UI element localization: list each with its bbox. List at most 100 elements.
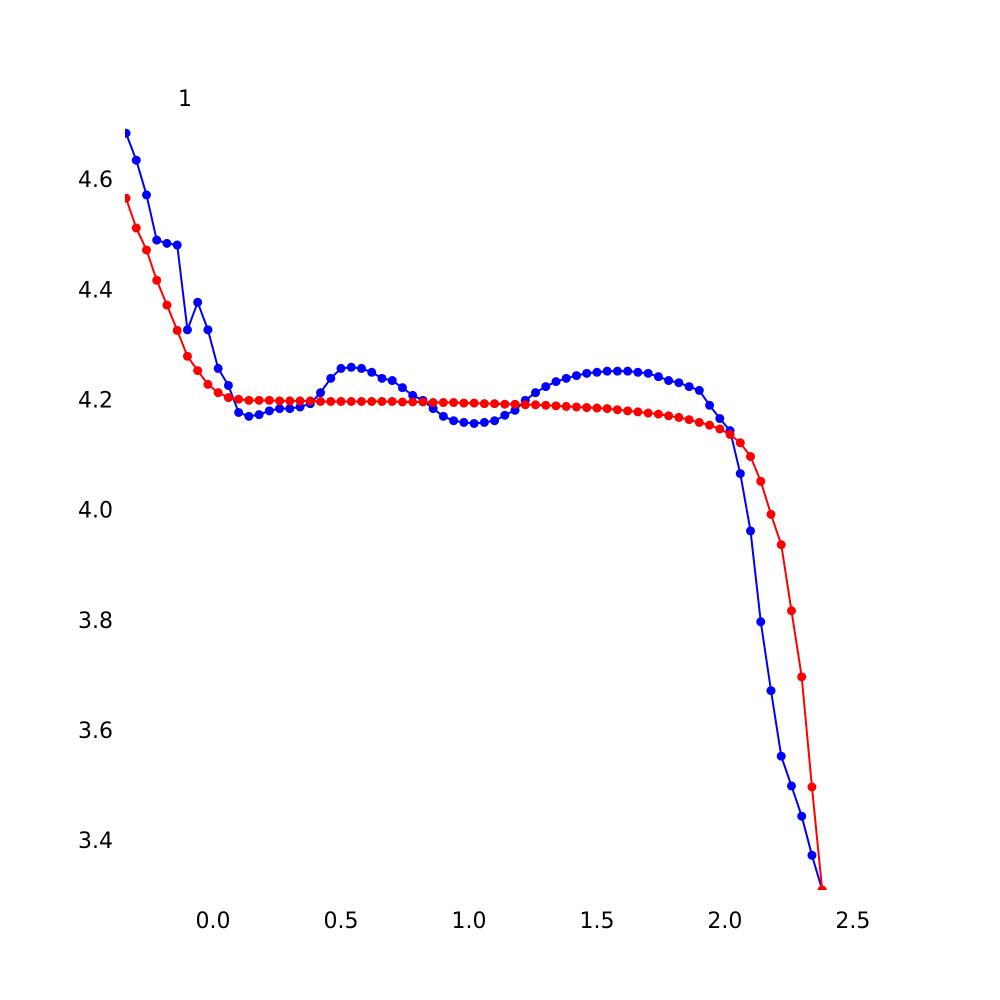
data-point <box>316 396 326 406</box>
data-point <box>735 469 745 479</box>
y-tick-label: 4.6 <box>78 168 113 193</box>
data-point <box>786 781 796 791</box>
data-point <box>408 397 418 407</box>
data-point <box>531 400 541 410</box>
data-point <box>377 373 387 383</box>
data-point <box>633 407 643 417</box>
data-point <box>705 420 715 430</box>
data-point <box>715 414 725 424</box>
data-point <box>746 452 756 462</box>
data-point <box>623 406 633 416</box>
data-point <box>387 396 397 406</box>
series-line <box>125 197 824 890</box>
data-point <box>162 300 172 310</box>
data-point <box>664 376 674 386</box>
data-point <box>766 686 776 696</box>
data-point <box>285 404 295 414</box>
data-point <box>469 398 479 408</box>
data-point <box>756 476 766 486</box>
data-point <box>705 400 715 410</box>
data-point <box>664 411 674 421</box>
data-point <box>735 438 745 448</box>
data-point <box>346 396 356 406</box>
data-point <box>592 403 602 413</box>
data-point <box>479 417 489 427</box>
y-tick-label: 4.0 <box>78 499 113 524</box>
data-point <box>438 411 448 421</box>
x-tick-label: 0.0 <box>196 909 231 934</box>
data-point <box>387 376 397 386</box>
data-point <box>612 366 622 376</box>
data-point <box>234 407 244 417</box>
data-point <box>582 403 592 413</box>
data-point <box>612 405 622 415</box>
data-point <box>633 367 643 377</box>
data-point <box>234 394 244 404</box>
data-point <box>264 395 274 405</box>
data-point <box>264 406 274 416</box>
data-point <box>674 378 684 388</box>
data-point <box>275 396 285 406</box>
data-point <box>203 379 213 389</box>
data-point <box>776 540 786 550</box>
data-point <box>182 351 192 361</box>
data-point <box>500 410 510 420</box>
data-point <box>479 399 489 409</box>
data-point <box>213 363 223 373</box>
data-point <box>449 398 459 408</box>
y-tick-label: 3.6 <box>78 719 113 744</box>
data-point <box>582 368 592 378</box>
data-point <box>254 410 264 420</box>
data-point <box>500 399 510 409</box>
data-point <box>551 401 561 411</box>
data-point <box>172 240 182 250</box>
data-point <box>746 526 756 536</box>
x-tick-label: 1.0 <box>451 909 486 934</box>
data-point <box>510 399 520 409</box>
data-point <box>776 751 786 761</box>
data-point <box>377 396 387 406</box>
data-point <box>459 398 469 408</box>
data-point <box>141 245 151 255</box>
data-point <box>807 850 817 860</box>
data-point <box>817 885 827 890</box>
data-point <box>275 404 285 414</box>
data-point <box>428 398 438 408</box>
data-point <box>438 398 448 408</box>
data-point <box>162 238 172 248</box>
x-tick-label: 1.5 <box>579 909 614 934</box>
data-point <box>541 382 551 392</box>
data-point <box>551 377 561 387</box>
y-tick-label: 3.8 <box>78 609 113 634</box>
data-point <box>397 397 407 407</box>
x-tick-label: 0.5 <box>324 909 359 934</box>
data-point <box>602 404 612 414</box>
y-tick-label: 4.2 <box>78 388 113 413</box>
data-point <box>213 388 223 398</box>
data-point <box>172 325 182 335</box>
data-point <box>797 811 807 821</box>
data-point <box>254 395 264 405</box>
data-point <box>336 396 346 406</box>
data-point <box>367 367 377 377</box>
data-point <box>223 380 233 390</box>
data-point <box>141 190 151 200</box>
x-tick-label: 2.5 <box>835 909 870 934</box>
data-point <box>182 325 192 335</box>
data-point <box>367 396 377 406</box>
data-point <box>223 393 233 403</box>
data-point <box>449 416 459 426</box>
data-point <box>520 400 530 410</box>
data-point <box>571 402 581 412</box>
data-point <box>459 417 469 427</box>
y-tick-label: 4.4 <box>78 278 113 303</box>
data-point <box>786 606 796 616</box>
data-point <box>571 371 581 381</box>
data-point <box>756 617 766 627</box>
data-point <box>715 424 725 434</box>
data-point <box>653 372 663 382</box>
data-point <box>602 366 612 376</box>
data-point <box>397 383 407 393</box>
data-point <box>336 363 346 373</box>
